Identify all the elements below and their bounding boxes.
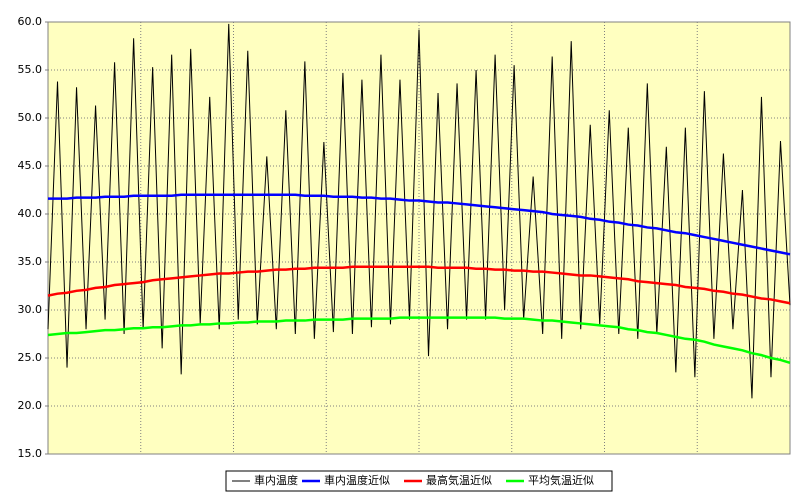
y-tick-label: 35.0	[18, 255, 43, 268]
y-tick-label: 25.0	[18, 351, 43, 364]
y-tick-label: 50.0	[18, 111, 43, 124]
series-line	[47, 316, 791, 364]
y-tick-label: 30.0	[18, 303, 43, 316]
legend-label: 車内温度	[254, 473, 298, 487]
legend-label: 平均気温近似	[528, 473, 594, 487]
y-tick-label: 40.0	[18, 207, 43, 220]
series-line	[47, 23, 791, 399]
legend-label: 最高気温近似	[426, 473, 492, 487]
y-tick-label: 45.0	[18, 159, 43, 172]
legend-label: 車内温度近似	[324, 473, 390, 487]
series-line	[47, 265, 791, 305]
y-tick-label: 15.0	[18, 447, 43, 460]
y-tick-label: 20.0	[18, 399, 43, 412]
y-tick-label: 60.0	[18, 15, 43, 28]
y-tick-label: 55.0	[18, 63, 43, 76]
series-line	[48, 193, 791, 256]
